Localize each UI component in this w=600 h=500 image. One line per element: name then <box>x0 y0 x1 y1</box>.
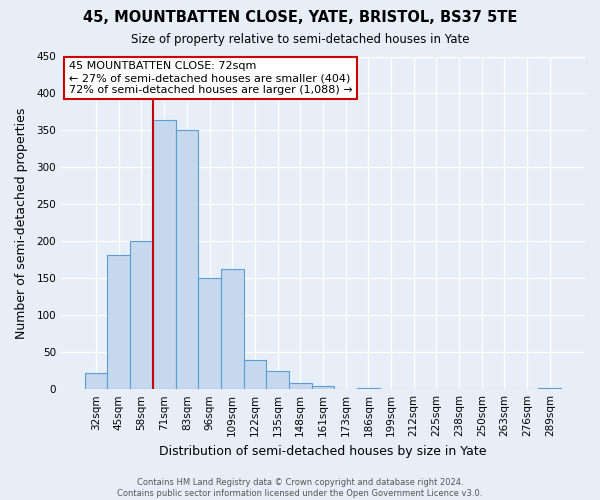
Bar <box>266 370 289 389</box>
Bar <box>357 388 380 389</box>
Bar <box>85 373 107 389</box>
Bar <box>244 360 266 389</box>
Text: 45 MOUNTBATTEN CLOSE: 72sqm
← 27% of semi-detached houses are smaller (404)
72% : 45 MOUNTBATTEN CLOSE: 72sqm ← 27% of sem… <box>69 62 352 94</box>
Text: Size of property relative to semi-detached houses in Yate: Size of property relative to semi-detach… <box>131 32 469 46</box>
Y-axis label: Number of semi-detached properties: Number of semi-detached properties <box>15 107 28 338</box>
Bar <box>538 388 561 389</box>
Bar <box>176 130 198 389</box>
Bar <box>289 382 311 389</box>
Bar <box>130 240 153 389</box>
Text: 45, MOUNTBATTEN CLOSE, YATE, BRISTOL, BS37 5TE: 45, MOUNTBATTEN CLOSE, YATE, BRISTOL, BS… <box>83 10 517 25</box>
X-axis label: Distribution of semi-detached houses by size in Yate: Distribution of semi-detached houses by … <box>159 444 487 458</box>
Bar <box>311 386 334 389</box>
Bar <box>198 278 221 389</box>
Bar <box>107 254 130 389</box>
Bar <box>153 120 176 389</box>
Bar <box>221 268 244 389</box>
Text: Contains HM Land Registry data © Crown copyright and database right 2024.
Contai: Contains HM Land Registry data © Crown c… <box>118 478 482 498</box>
